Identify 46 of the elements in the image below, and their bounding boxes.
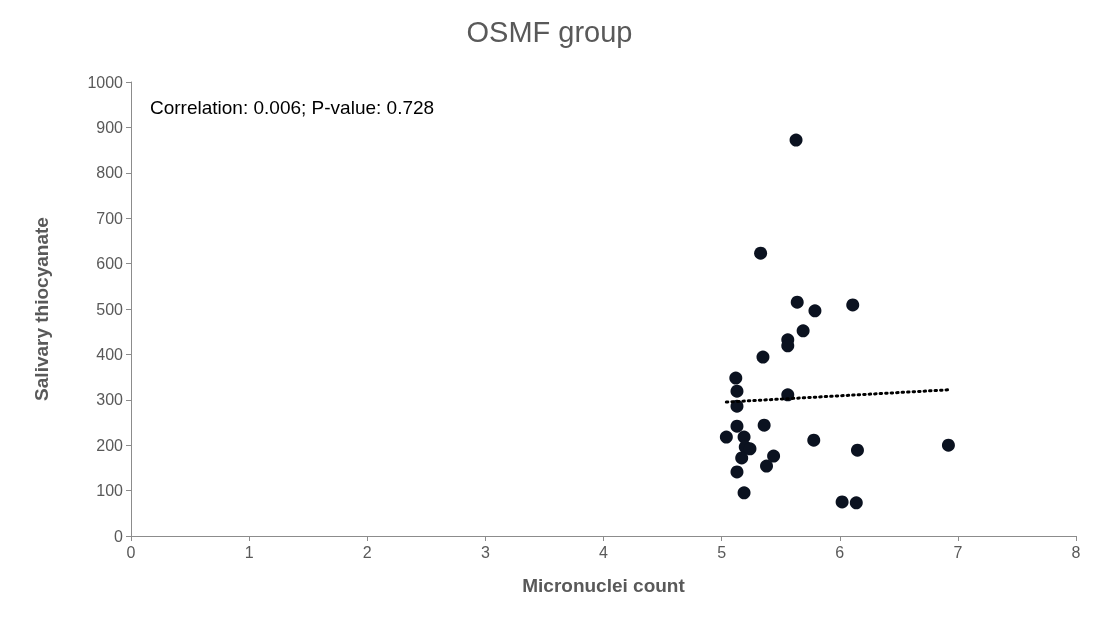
chart-title: OSMF group bbox=[466, 15, 633, 48]
point bbox=[735, 451, 749, 465]
point bbox=[835, 495, 849, 509]
x-axis-title: Micronuclei count bbox=[522, 575, 686, 596]
point bbox=[757, 418, 771, 432]
point bbox=[729, 371, 743, 385]
y-tick-label: 300 bbox=[96, 391, 124, 409]
x-tick-label: 4 bbox=[599, 543, 609, 561]
y-tick-label: 0 bbox=[114, 527, 124, 545]
y-tick-label: 500 bbox=[96, 300, 124, 318]
point bbox=[849, 496, 863, 510]
point bbox=[730, 384, 744, 398]
y-tick-label: 400 bbox=[96, 345, 124, 363]
x-tick-label: 7 bbox=[953, 543, 963, 561]
y-tick-label: 600 bbox=[96, 255, 124, 273]
y-tick-label: 900 bbox=[96, 118, 124, 136]
point bbox=[941, 438, 955, 452]
point bbox=[754, 246, 768, 260]
y-tick-label: 800 bbox=[96, 164, 124, 182]
point bbox=[790, 295, 804, 309]
point bbox=[737, 486, 751, 500]
x-tick-label: 0 bbox=[126, 543, 136, 561]
point bbox=[760, 459, 774, 473]
point bbox=[719, 430, 733, 444]
y-tick-label: 200 bbox=[96, 436, 124, 454]
y-tick-label: 100 bbox=[96, 482, 124, 500]
x-tick-label: 2 bbox=[362, 543, 372, 561]
point bbox=[756, 350, 770, 364]
y-tick-label: 1000 bbox=[87, 73, 124, 91]
point bbox=[850, 443, 864, 457]
annotation: Correlation: 0.006; P-value: 0.728 bbox=[150, 97, 435, 118]
point bbox=[730, 419, 744, 433]
y-axis-title: Salivary thiocyanate bbox=[31, 217, 52, 401]
x-tick-label: 8 bbox=[1071, 543, 1081, 561]
point bbox=[808, 304, 822, 318]
x-tick-label: 3 bbox=[480, 543, 490, 561]
y-tick-label: 700 bbox=[96, 209, 124, 227]
point bbox=[846, 298, 860, 312]
point bbox=[730, 465, 744, 479]
point bbox=[807, 433, 821, 447]
x-tick-label: 1 bbox=[244, 543, 254, 561]
x-tick-label: 6 bbox=[835, 543, 845, 561]
x-tick-label: 5 bbox=[717, 543, 727, 561]
point bbox=[789, 133, 803, 147]
point bbox=[767, 449, 781, 463]
point bbox=[796, 324, 810, 338]
